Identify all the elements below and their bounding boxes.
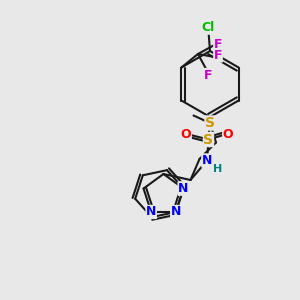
Text: N: N xyxy=(178,182,189,195)
Text: F: F xyxy=(204,68,213,82)
Text: F: F xyxy=(214,49,222,62)
Text: O: O xyxy=(181,128,191,142)
Text: O: O xyxy=(223,128,233,142)
Text: N: N xyxy=(171,206,181,218)
Text: F: F xyxy=(214,38,222,52)
Text: N: N xyxy=(146,206,156,218)
Text: Cl: Cl xyxy=(202,21,215,34)
Text: S: S xyxy=(205,116,215,130)
Text: H: H xyxy=(213,164,222,175)
Text: N: N xyxy=(202,154,212,167)
Text: N: N xyxy=(178,182,189,195)
Text: S: S xyxy=(203,133,214,146)
